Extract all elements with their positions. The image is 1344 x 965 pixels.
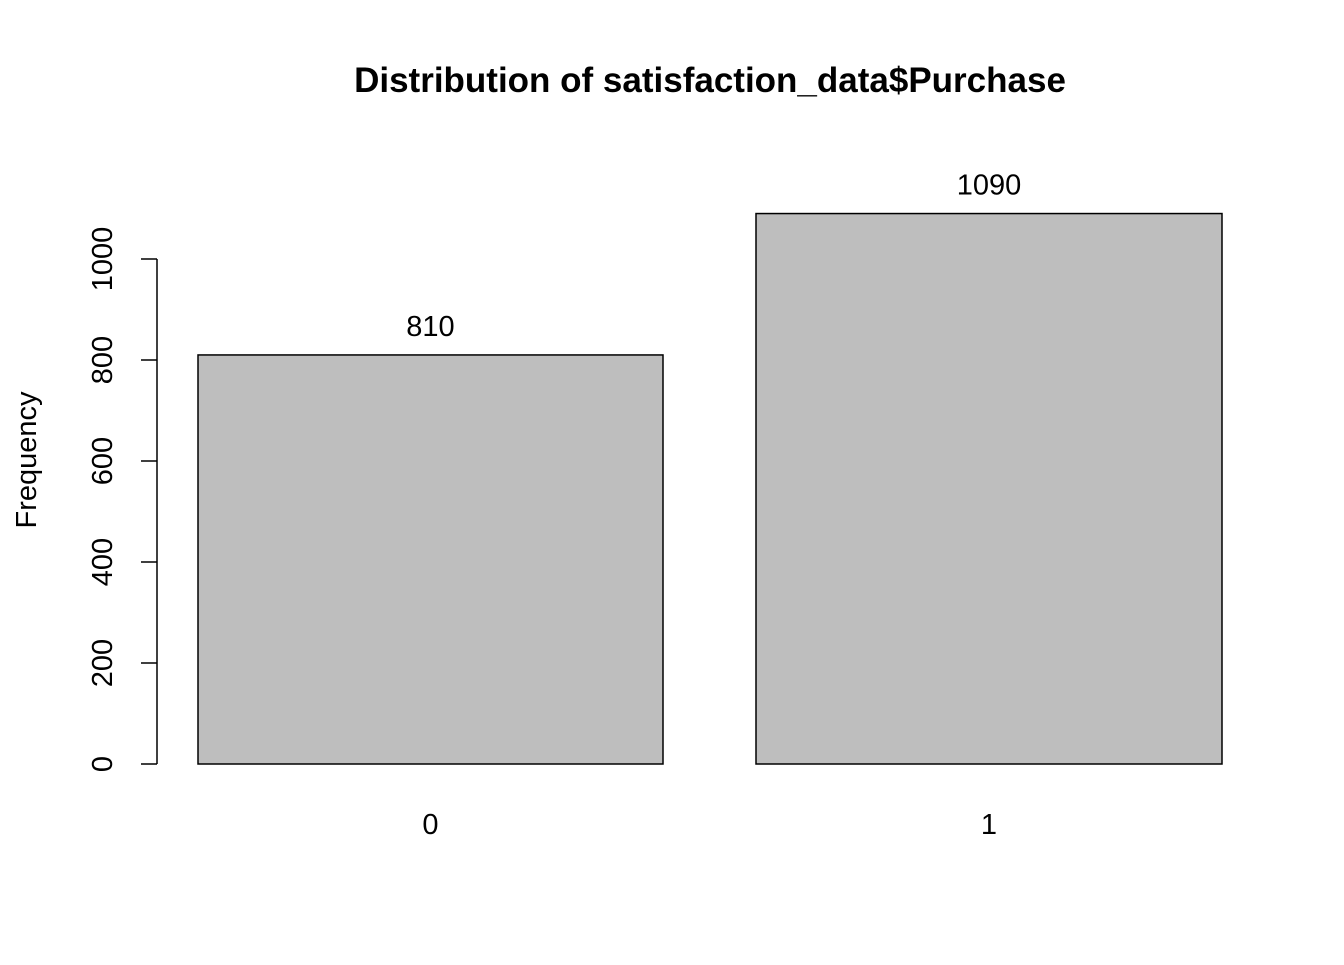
x-category-label: 0	[422, 809, 438, 841]
bars-group	[197, 212, 1223, 765]
bar	[197, 354, 664, 765]
bar	[755, 212, 1223, 765]
data-labels-group: 810 1090	[406, 170, 1021, 343]
bar-data-label: 1090	[957, 170, 1022, 202]
y-tick-label: 0	[87, 756, 119, 772]
y-axis: 0 200 400 600 800 1000	[87, 227, 158, 772]
y-tick-label: 800	[87, 336, 119, 384]
y-axis-label: Frequency	[11, 391, 43, 529]
y-tick-label: 1000	[87, 227, 119, 292]
chart-title: Distribution of satisfaction_data$Purcha…	[354, 61, 1066, 100]
y-tick-label: 600	[87, 437, 119, 485]
y-tick-label: 400	[87, 538, 119, 586]
bar-data-label: 810	[406, 311, 454, 343]
x-category-label: 1	[981, 809, 997, 841]
y-tick-label: 200	[87, 639, 119, 687]
